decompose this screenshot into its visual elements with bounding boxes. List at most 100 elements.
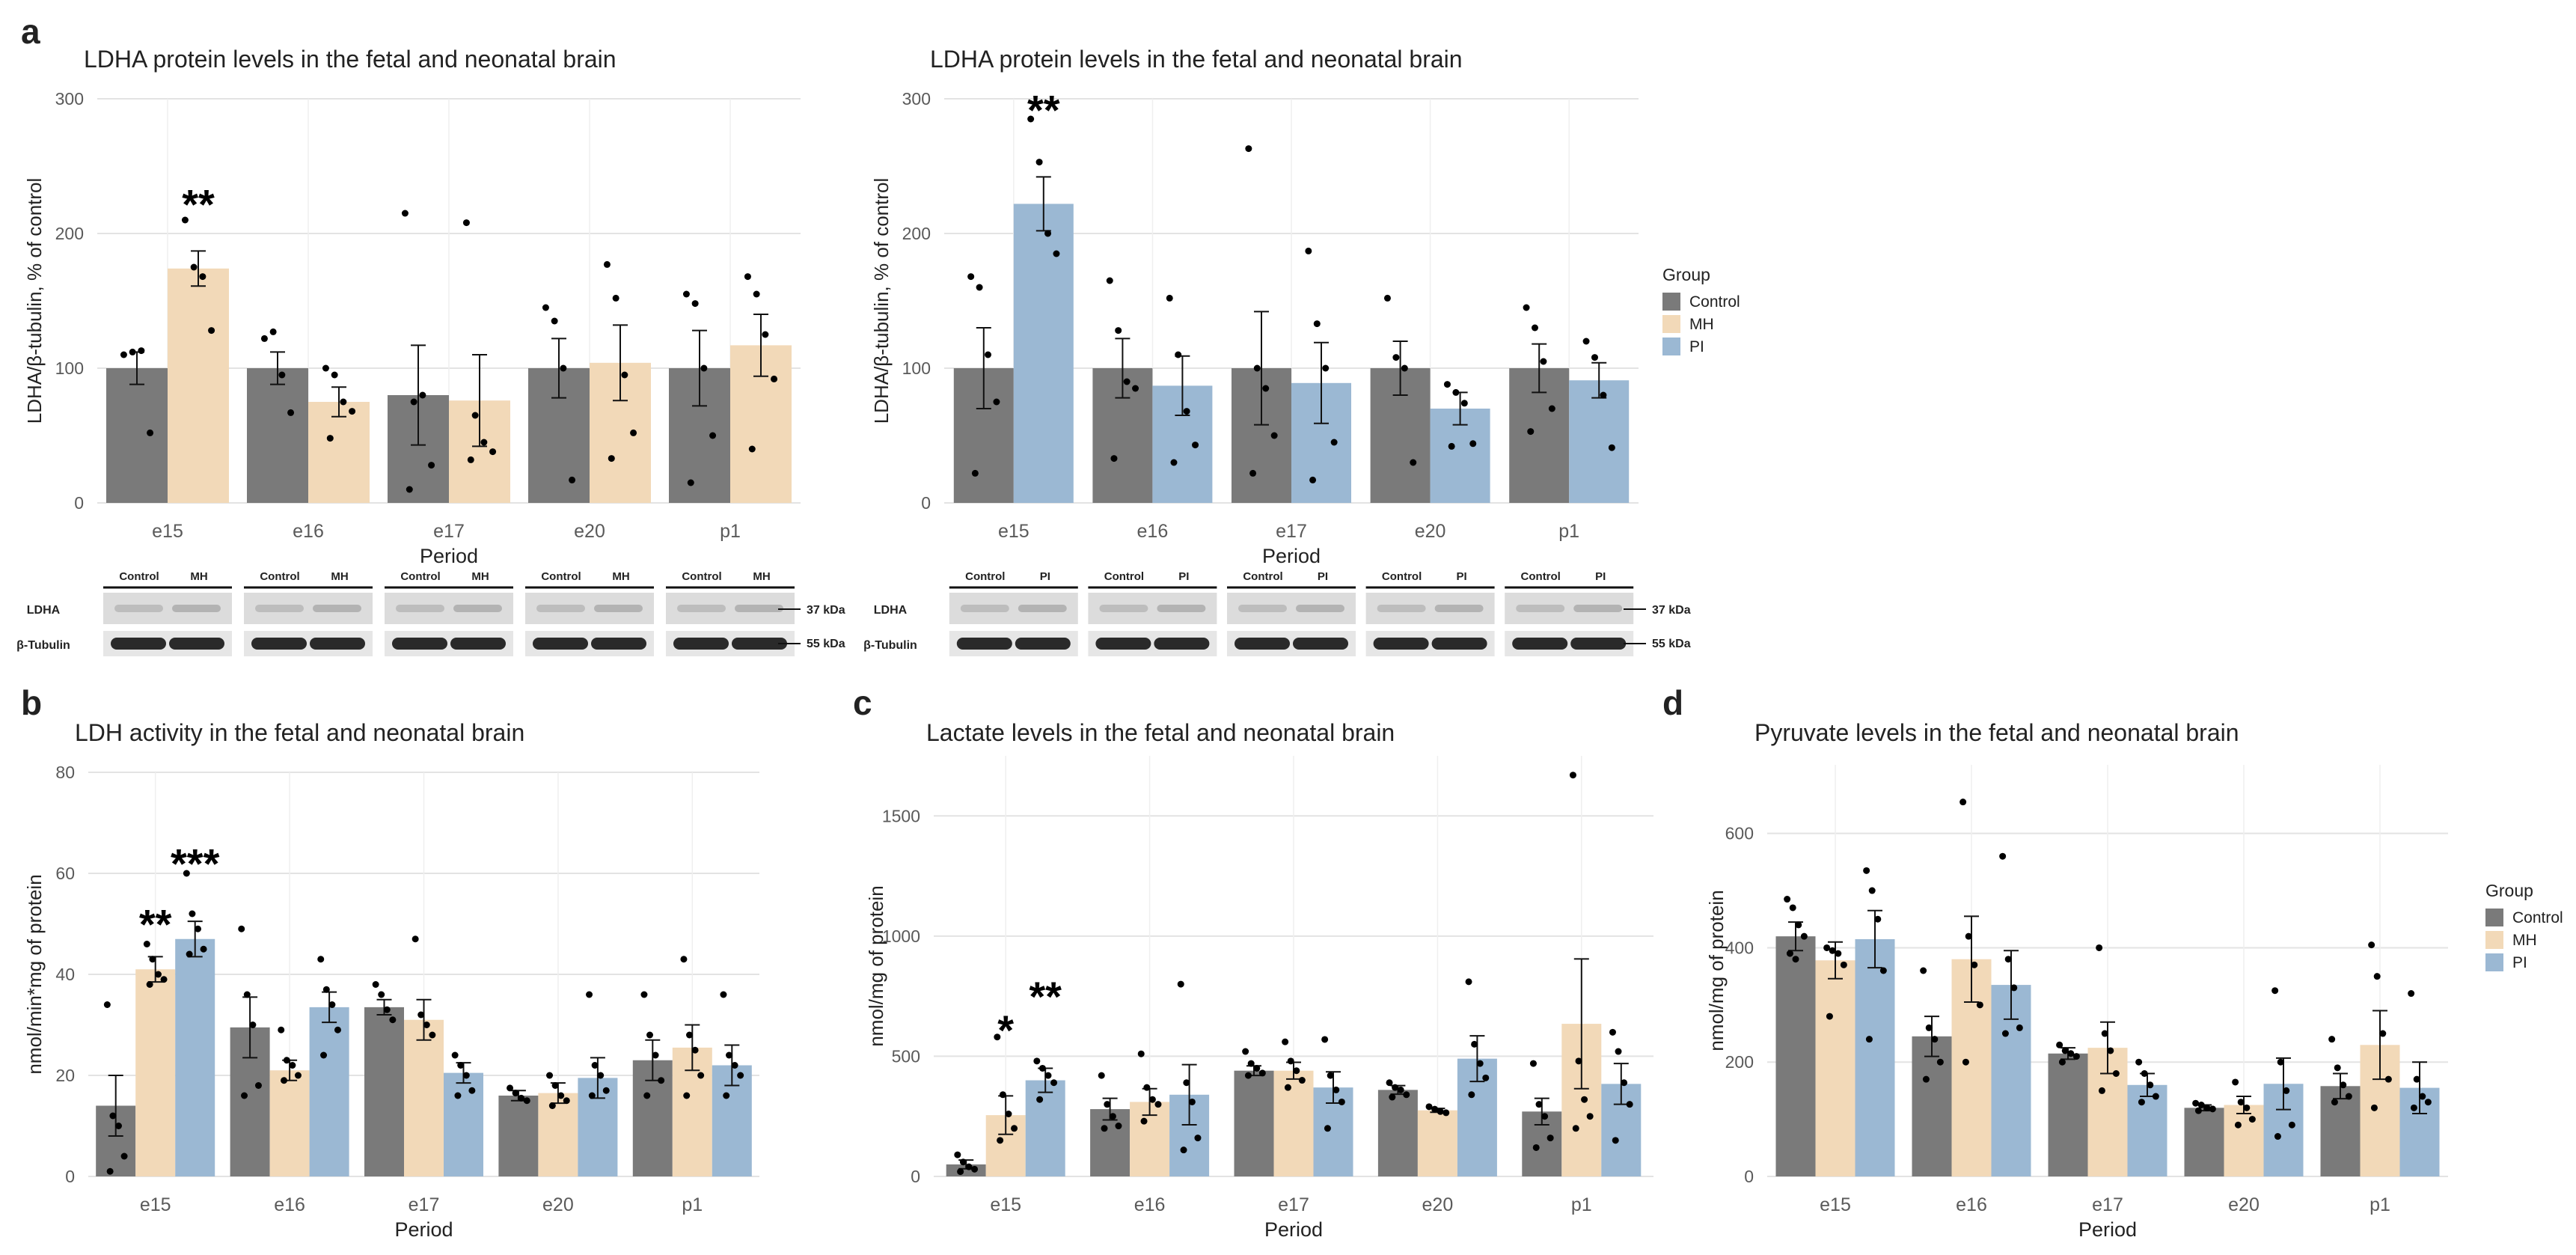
blot-band [1377,605,1426,612]
data-point [1403,1091,1410,1099]
data-point [2419,1093,2426,1100]
data-point [1795,921,1802,929]
bar [1377,1090,1418,1176]
data-point [1437,1108,1444,1115]
blot-band [1293,638,1348,650]
data-point [985,351,992,358]
data-point [1922,1075,1930,1083]
data-point [334,1026,341,1033]
data-point [2061,1047,2069,1054]
y-axis-label: nmol/mg of protein [1705,890,1728,1051]
data-point [994,1033,1001,1041]
data-point [1011,1125,1018,1132]
data-point [591,1062,599,1069]
data-point [2197,1102,2205,1109]
data-point [1270,432,1278,439]
legend-label: PI [2512,954,2527,971]
data-point [322,364,329,372]
blot-band [1431,638,1487,650]
blot-band-label: β-Tubulin [16,639,70,652]
data-point [1548,405,1555,412]
data-point [2288,1121,2295,1129]
bar [269,1070,310,1176]
data-point [349,408,356,415]
x-tick-label: e17 [433,521,465,542]
data-point [1154,1101,1162,1108]
data-point [378,991,385,998]
blot-band [1373,638,1429,650]
data-point [2203,1104,2211,1111]
data-point [189,910,196,917]
data-point [1053,250,1060,257]
data-point [2192,1099,2200,1107]
data-point [1392,354,1400,361]
data-point [281,1077,288,1084]
bar [106,368,168,503]
data-point [1608,444,1615,451]
data-point [317,956,325,963]
blot-lane-label: Control [682,570,721,583]
blot-lane-label: Control [965,570,1005,583]
data-point [1615,1048,1622,1055]
data-point [468,1087,476,1094]
data-point [2004,956,2012,963]
significance-marker: ** [139,901,172,948]
data-point [1879,967,1887,974]
bar [168,268,229,503]
data-point [1529,1060,1537,1067]
data-point [429,1031,436,1039]
data-point [1920,967,1927,974]
chart-a1: 0 100 200 300 e15 e16 e17 e20 p1 LDHA protein lev… [23,46,801,567]
panel-letter: c [853,683,872,722]
x-tick-label: e17 [409,1194,440,1215]
data-point [471,412,479,419]
data-point [1262,385,1270,392]
data-point [269,328,277,335]
data-point [1140,1117,1148,1125]
blot-band [450,638,506,650]
data-point [1865,1036,1873,1043]
blot-band [536,605,585,612]
bar [1273,1070,1314,1176]
data-point [1245,145,1252,153]
data-point [1527,428,1535,436]
blot-weight-label: 55 kDa [807,638,845,650]
data-point [1038,1064,1046,1072]
data-point [462,1072,470,1079]
y-tick-label: 1500 [882,806,920,825]
data-point [697,1072,705,1079]
bar [2320,1086,2361,1176]
data-point [1183,408,1190,415]
data-point [457,1062,465,1069]
data-point [1287,1057,1294,1065]
blot-lane-label: Control [119,570,159,583]
bar [364,1007,404,1176]
data-point [1786,950,1793,957]
y-axis-label: nmol/mg of protein [865,885,887,1046]
data-point [1626,1101,1633,1108]
y-tick-label: 80 [55,763,75,782]
data-point [726,1051,733,1059]
blot-lane-label: MH [331,570,348,583]
bar [444,1072,483,1176]
blot-band [533,638,588,650]
data-point [771,375,778,382]
data-point [2098,1087,2105,1094]
data-point [997,1137,1004,1144]
data-point [2056,1041,2063,1048]
data-point [2147,1081,2154,1089]
x-tick-label: e16 [274,1194,305,1215]
data-point [154,971,162,978]
data-point [1835,950,1842,957]
data-point [1194,1135,1202,1142]
data-point [569,476,576,483]
data-point [283,1057,290,1064]
data-point [1829,947,1836,954]
data-point [507,1084,514,1092]
blot-band [1573,605,1623,612]
data-point [971,469,979,477]
chart-title: Pyruvate levels in the fetal and neonata… [1754,719,2239,746]
chart-title: LDHA protein levels in the fetal and neo… [930,46,1463,73]
data-point [588,1092,596,1099]
data-point [2135,1058,2143,1066]
